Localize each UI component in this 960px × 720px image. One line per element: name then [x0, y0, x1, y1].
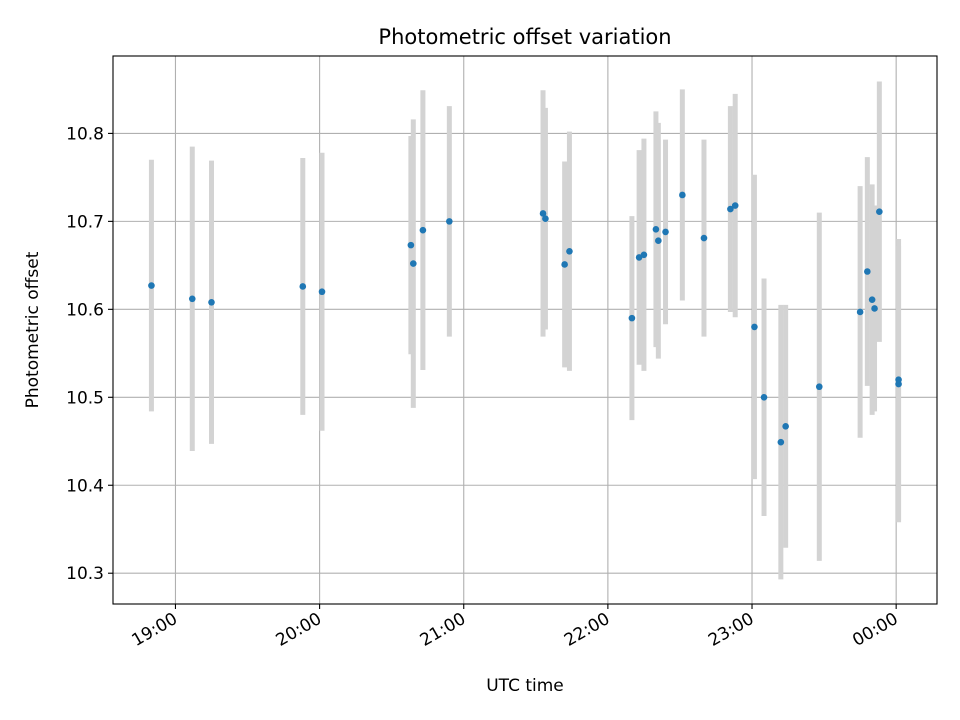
data-point: [895, 376, 902, 383]
data-point: [148, 282, 155, 289]
data-point: [318, 288, 326, 296]
data-point: [856, 308, 864, 316]
data-point: [871, 305, 878, 312]
data-point: [731, 202, 739, 209]
data-point: [188, 295, 196, 303]
data-points: [148, 191, 902, 446]
data-point: [760, 393, 768, 401]
x-axis-label: UTC time: [486, 676, 564, 696]
plot-frame: [112, 55, 938, 605]
data-point: [655, 237, 662, 245]
chart-title: Photometric offset variation: [378, 25, 671, 49]
y-tick-label: 10.8: [66, 124, 104, 144]
data-point: [679, 191, 686, 199]
data-point: [561, 261, 568, 268]
data-point: [751, 323, 758, 331]
y-axis-label: Photometric offset: [23, 251, 43, 408]
data-point: [208, 298, 215, 306]
y-tick-label: 10.4: [66, 476, 104, 496]
data-point: [782, 423, 789, 430]
data-point: [662, 228, 669, 236]
data-point: [446, 218, 453, 225]
data-point: [815, 383, 823, 391]
data-point: [409, 260, 417, 267]
data-point: [539, 210, 547, 217]
data-point: [700, 234, 708, 242]
data-point: [628, 314, 636, 322]
data-point: [419, 226, 427, 234]
data-point: [868, 296, 876, 303]
data-point: [635, 254, 643, 261]
data-point: [777, 438, 785, 446]
data-point: [566, 247, 573, 255]
data-point: [876, 208, 883, 215]
data-point: [640, 251, 648, 259]
data-point: [407, 241, 415, 249]
data-point: [652, 225, 660, 233]
data-point: [864, 268, 871, 275]
data-point: [299, 283, 307, 290]
data-point: [727, 205, 734, 213]
y-tick-label: 10.7: [66, 212, 104, 232]
data-point: [542, 215, 549, 223]
y-tick-label: 10.5: [66, 388, 104, 408]
y-tick-label: 10.3: [66, 564, 104, 584]
y-tick-label: 10.6: [66, 300, 104, 320]
y-axis: 10.3 10.4 10.5 10.6 10.7 10.8: [66, 124, 113, 584]
